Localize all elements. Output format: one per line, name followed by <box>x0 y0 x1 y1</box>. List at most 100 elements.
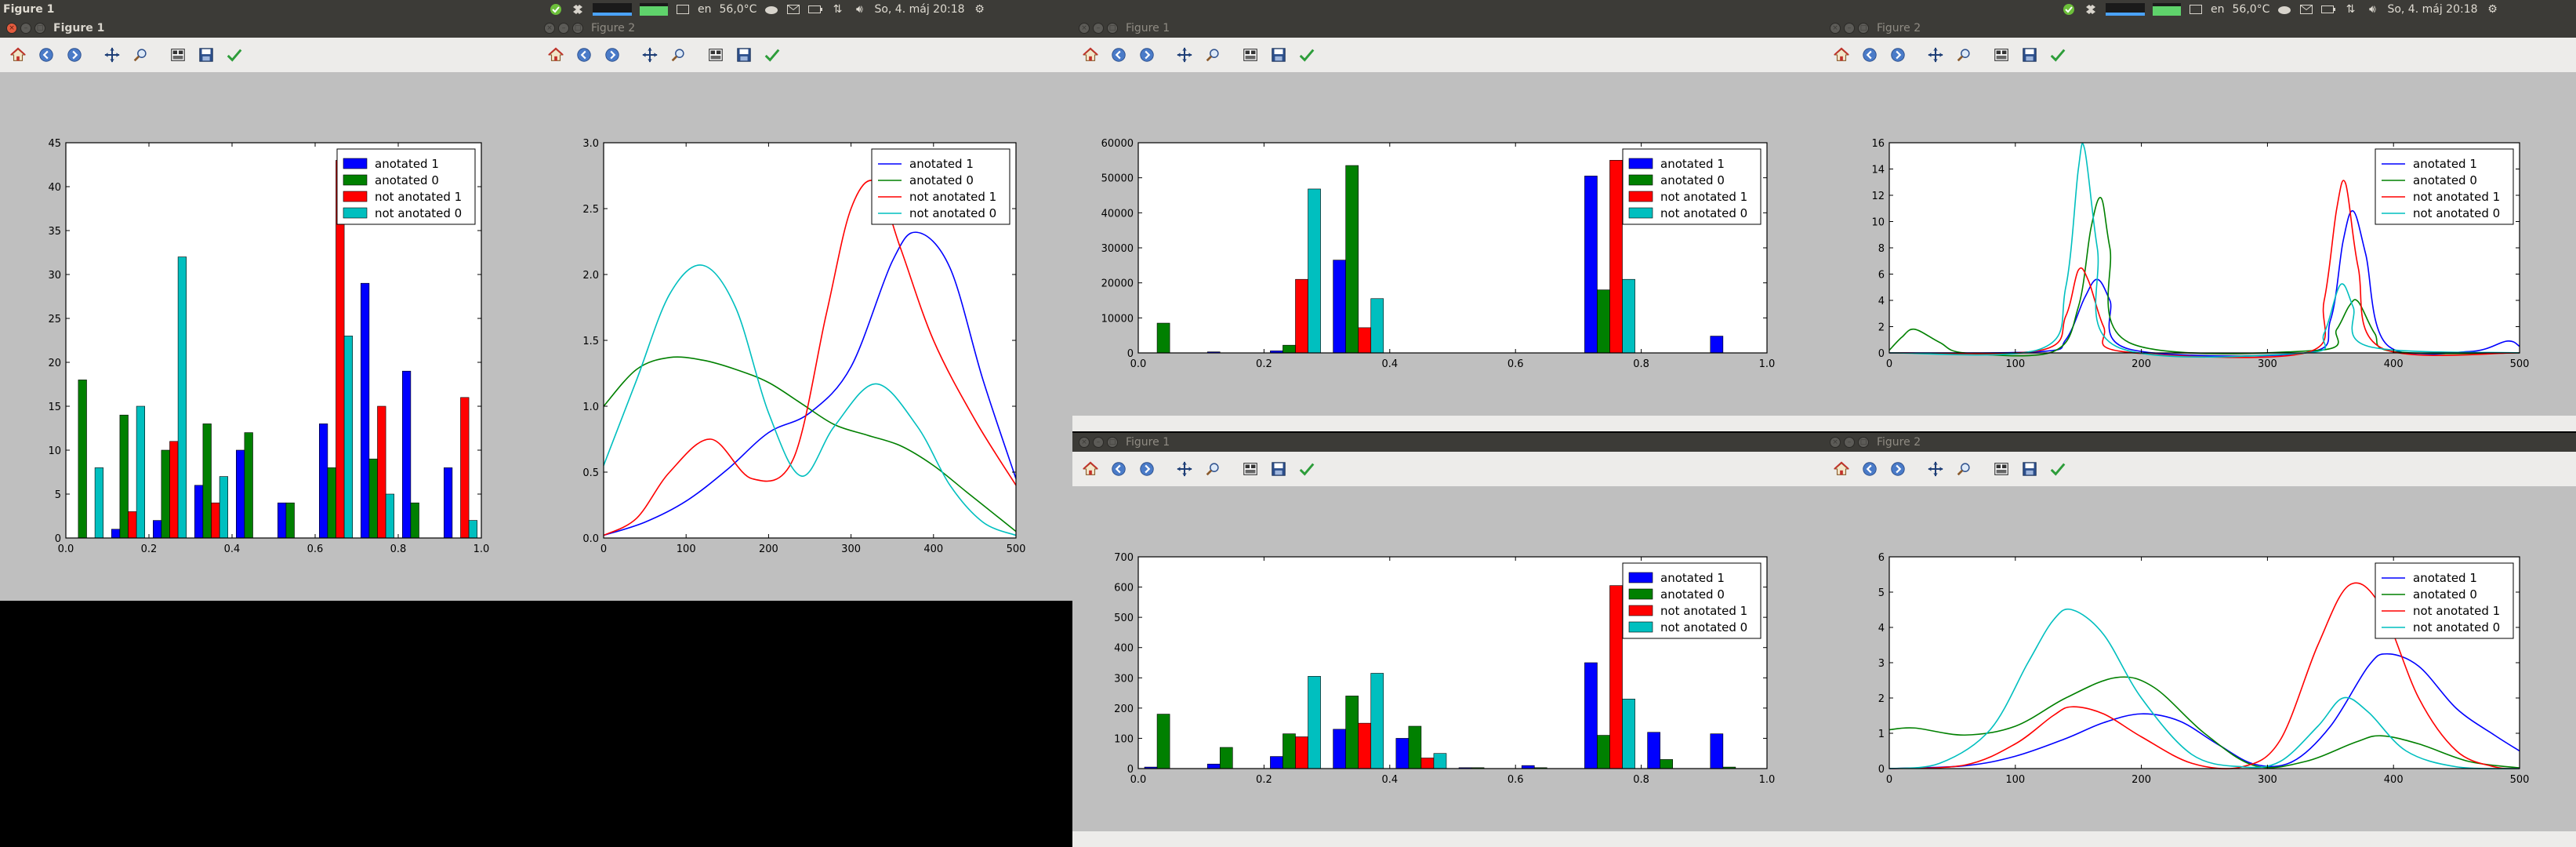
back-icon[interactable] <box>574 45 594 65</box>
save-icon[interactable] <box>1268 459 1289 479</box>
minimize-icon[interactable]: – <box>1844 23 1855 34</box>
check-icon[interactable] <box>224 45 245 65</box>
back-icon[interactable] <box>1859 459 1880 479</box>
settings-gear-icon[interactable]: ⚙ <box>974 3 985 16</box>
pan-icon[interactable] <box>102 45 122 65</box>
check-icon[interactable] <box>1297 45 1317 65</box>
save-icon[interactable] <box>1268 45 1289 65</box>
maximize-icon[interactable]: □ <box>34 23 45 34</box>
subplots-icon[interactable] <box>1240 459 1261 479</box>
zoom-icon[interactable] <box>1203 459 1223 479</box>
back-icon[interactable] <box>1108 459 1129 479</box>
forward-icon[interactable] <box>602 45 622 65</box>
network-arrows-icon[interactable]: ⇅ <box>2346 3 2356 16</box>
minimize-icon[interactable]: – <box>1844 437 1855 448</box>
close-icon[interactable]: × <box>1079 437 1090 448</box>
window-titlebar[interactable]: × – □ Figure 1 <box>1072 19 1823 38</box>
forward-icon[interactable] <box>64 45 85 65</box>
maximize-icon[interactable]: □ <box>1107 437 1118 448</box>
keyboard-icon[interactable] <box>676 3 690 16</box>
back-icon[interactable] <box>1108 45 1129 65</box>
figure-window[interactable]: × – □ Figure 2 0 100 200 300 400 500 0 1 2 3 4 5 6 anot… <box>1823 433 2576 847</box>
subplots-icon[interactable] <box>1240 45 1261 65</box>
minimize-icon[interactable]: – <box>1093 23 1104 34</box>
keyboard-layout[interactable]: en <box>2211 3 2225 16</box>
maximize-icon[interactable]: □ <box>572 23 583 34</box>
forward-icon[interactable] <box>1888 45 1908 65</box>
figure-window[interactable]: × – □ Figure 2 0 100 200 300 400 500 0 2 4 6 8 10 12 14… <box>1823 19 2576 431</box>
update-shield-icon[interactable] <box>2062 3 2076 16</box>
subplots-icon[interactable] <box>706 45 726 65</box>
save-icon[interactable] <box>734 45 754 65</box>
subplots-icon[interactable] <box>1991 45 2012 65</box>
pan-icon[interactable] <box>1925 45 1946 65</box>
network-arrows-icon[interactable]: ⇅ <box>833 3 843 16</box>
save-icon[interactable] <box>2019 459 2040 479</box>
close-icon[interactable]: × <box>1079 23 1090 34</box>
weather-cloud-icon[interactable] <box>2277 3 2291 16</box>
save-icon[interactable] <box>196 45 216 65</box>
window-titlebar[interactable]: × – □ Figure 2 <box>538 19 1072 38</box>
home-icon[interactable] <box>1831 459 1852 479</box>
back-icon[interactable] <box>36 45 56 65</box>
cpu-temperature[interactable]: 56,0°C <box>719 3 757 16</box>
forward-icon[interactable] <box>1888 459 1908 479</box>
check-icon[interactable] <box>762 45 782 65</box>
pan-icon[interactable] <box>1174 459 1195 479</box>
home-icon[interactable] <box>546 45 566 65</box>
figure-window[interactable]: × – □ Figure 1 0.0 0.2 0.4 0.6 0.8 1.0 0 5 10 15 20 2… <box>0 19 538 601</box>
home-icon[interactable] <box>8 45 28 65</box>
dropbox-icon[interactable] <box>2084 3 2098 16</box>
clock[interactable]: So, 4. máj 20:18 <box>2387 3 2478 16</box>
keyboard-icon[interactable] <box>2189 3 2203 16</box>
volume-icon[interactable]: 🔊︎ <box>2369 3 2376 16</box>
pan-icon[interactable] <box>1174 45 1195 65</box>
weather-cloud-icon[interactable] <box>764 3 778 16</box>
home-icon[interactable] <box>1080 45 1101 65</box>
back-icon[interactable] <box>1859 45 1880 65</box>
subplots-icon[interactable] <box>168 45 188 65</box>
close-icon[interactable]: × <box>6 23 17 34</box>
update-shield-icon[interactable] <box>549 3 563 16</box>
zoom-icon[interactable] <box>130 45 151 65</box>
home-icon[interactable] <box>1831 45 1852 65</box>
close-icon[interactable]: × <box>1830 23 1841 34</box>
minimize-icon[interactable]: – <box>558 23 569 34</box>
check-icon[interactable] <box>2048 45 2068 65</box>
home-icon[interactable] <box>1080 459 1101 479</box>
volume-icon[interactable]: 🔊︎ <box>856 3 863 16</box>
clock[interactable]: So, 4. máj 20:18 <box>874 3 965 16</box>
keyboard-layout[interactable]: en <box>698 3 712 16</box>
forward-icon[interactable] <box>1137 459 1157 479</box>
battery-icon[interactable] <box>808 3 823 16</box>
figure-window[interactable]: × – □ Figure 1 0.0 0.2 0.4 0.6 0.8 1.0 0 10000 200… <box>1072 19 1823 431</box>
maximize-icon[interactable]: □ <box>1107 23 1118 34</box>
zoom-icon[interactable] <box>668 45 688 65</box>
cpu-temperature[interactable]: 56,0°C <box>2232 3 2270 16</box>
zoom-icon[interactable] <box>1203 45 1223 65</box>
close-icon[interactable]: × <box>544 23 555 34</box>
check-icon[interactable] <box>1297 459 1317 479</box>
close-icon[interactable]: × <box>1830 437 1841 448</box>
settings-gear-icon[interactable]: ⚙ <box>2487 3 2498 16</box>
forward-icon[interactable] <box>1137 45 1157 65</box>
minimize-icon[interactable]: – <box>1093 437 1104 448</box>
figure-window[interactable]: × – □ Figure 2 0 100 200 300 400 500 0.0 0.5 1.0 1.… <box>538 19 1072 601</box>
maximize-icon[interactable]: □ <box>1858 437 1869 448</box>
dropbox-icon[interactable] <box>571 3 585 16</box>
window-titlebar[interactable]: × – □ Figure 1 <box>0 19 538 38</box>
check-icon[interactable] <box>2048 459 2068 479</box>
save-icon[interactable] <box>2019 45 2040 65</box>
minimize-icon[interactable]: – <box>20 23 31 34</box>
subplots-icon[interactable] <box>1991 459 2012 479</box>
pan-icon[interactable] <box>1925 459 1946 479</box>
window-titlebar[interactable]: × – □ Figure 2 <box>1823 19 2576 38</box>
maximize-icon[interactable]: □ <box>1858 23 1869 34</box>
pan-icon[interactable] <box>640 45 660 65</box>
mail-icon[interactable] <box>2299 3 2313 16</box>
mail-icon[interactable] <box>786 3 800 16</box>
window-titlebar[interactable]: × – □ Figure 1 <box>1072 433 1823 452</box>
zoom-icon[interactable] <box>1954 459 1974 479</box>
figure-window[interactable]: × – □ Figure 1 0.0 0.2 0.4 0.6 0.8 1.0 0 100 200 30… <box>1072 433 1823 847</box>
battery-icon[interactable] <box>2321 3 2336 16</box>
